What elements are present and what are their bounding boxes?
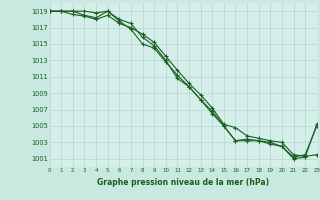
X-axis label: Graphe pression niveau de la mer (hPa): Graphe pression niveau de la mer (hPa) <box>97 178 269 187</box>
